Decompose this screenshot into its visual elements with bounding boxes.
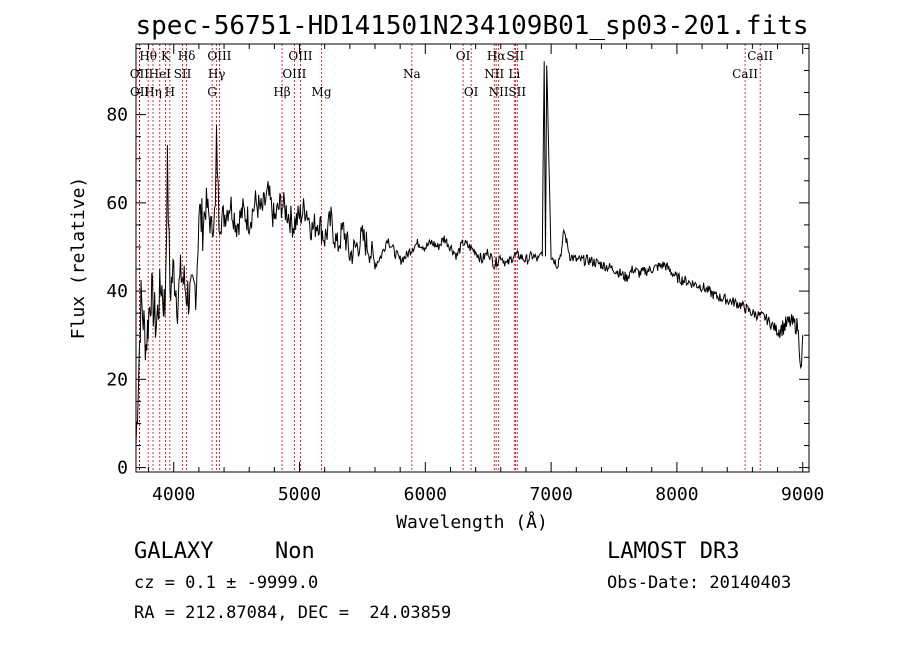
spectral-line-label: OI bbox=[456, 49, 471, 63]
spectral-line-label: OII bbox=[130, 85, 150, 99]
y-tick-label: 0 bbox=[117, 458, 128, 479]
y-axis-label: Flux (relative) bbox=[68, 177, 89, 340]
spectral-line-label: G bbox=[207, 85, 217, 99]
survey-name: LAMOST DR3 bbox=[607, 539, 740, 564]
spectral-line-label: Hα bbox=[487, 49, 506, 63]
x-tick-label: 9000 bbox=[781, 484, 824, 505]
spectral-line-label: SII bbox=[174, 67, 192, 81]
y-tick-label: 80 bbox=[106, 105, 128, 126]
spectral-line-label: OIII bbox=[288, 49, 312, 63]
spectral-line-label: CaII bbox=[732, 67, 758, 81]
spectral-line-label: K bbox=[161, 49, 171, 63]
spectral-line-label: Hη bbox=[144, 85, 162, 99]
spectral-line-label: Na bbox=[403, 67, 421, 81]
plot-frame bbox=[135, 43, 810, 473]
spectral-line-label: Li bbox=[508, 67, 520, 81]
spectral-line-label: SII bbox=[508, 85, 526, 99]
y-tick-label: 40 bbox=[106, 281, 128, 302]
spectral-line-label: NII bbox=[489, 85, 509, 99]
chart-title: spec-56751-HD141501N234109B01_sp03-201.f… bbox=[135, 11, 808, 41]
spectral-line-label: SII bbox=[507, 49, 525, 63]
spectral-line-label: OIII bbox=[207, 49, 231, 63]
spectral-line-label: Hθ bbox=[139, 49, 157, 63]
observation-date: Obs-Date: 20140403 bbox=[607, 573, 792, 593]
spectral-line-label: CaII bbox=[747, 49, 773, 63]
y-tick-label: 60 bbox=[106, 193, 128, 214]
x-tick-label: 7000 bbox=[529, 484, 572, 505]
spectral-line-label: OI bbox=[464, 85, 479, 99]
x-axis-label: Wavelength (Å) bbox=[396, 511, 548, 533]
y-tick-label: 20 bbox=[106, 369, 128, 390]
x-tick-label: 5000 bbox=[278, 484, 321, 505]
spectral-line-label: Hβ bbox=[273, 85, 290, 99]
spectrum-series-line bbox=[135, 61, 804, 447]
spectral-line-label: Hδ bbox=[178, 49, 196, 63]
object-subclass: Non bbox=[275, 539, 315, 564]
x-tick-label: 6000 bbox=[404, 484, 447, 505]
spectral-line-label: HeI bbox=[149, 67, 172, 81]
x-tick-label: 4000 bbox=[152, 484, 195, 505]
spectral-line-label: Hγ bbox=[208, 67, 226, 81]
spectral-line-labels: Hθ OII OII K HeI Hη H Hδ SII OIII Hγ G OIII OIII Hβ Mg N… bbox=[130, 49, 774, 99]
spectral-line-label: NII bbox=[484, 67, 504, 81]
x-tick-label: 8000 bbox=[655, 484, 698, 505]
spectral-line-markers bbox=[138, 44, 761, 472]
redshift-cz: cz = 0.1 ± -9999.0 bbox=[134, 573, 319, 593]
spectral-line-label: Mg bbox=[312, 85, 332, 99]
spectral-line-label: OIII bbox=[282, 67, 306, 81]
object-class: GALAXY bbox=[134, 539, 214, 564]
spectral-line-label: OII bbox=[130, 67, 150, 81]
y-axis: 0 20 40 60 80 bbox=[106, 47, 809, 479]
spectral-line-label: H bbox=[165, 85, 175, 99]
x-axis: 4000 5000 6000 7000 8000 9000 bbox=[148, 44, 824, 505]
ra-dec-coordinates: RA = 212.87084, DEC = 24.03859 bbox=[134, 603, 452, 623]
